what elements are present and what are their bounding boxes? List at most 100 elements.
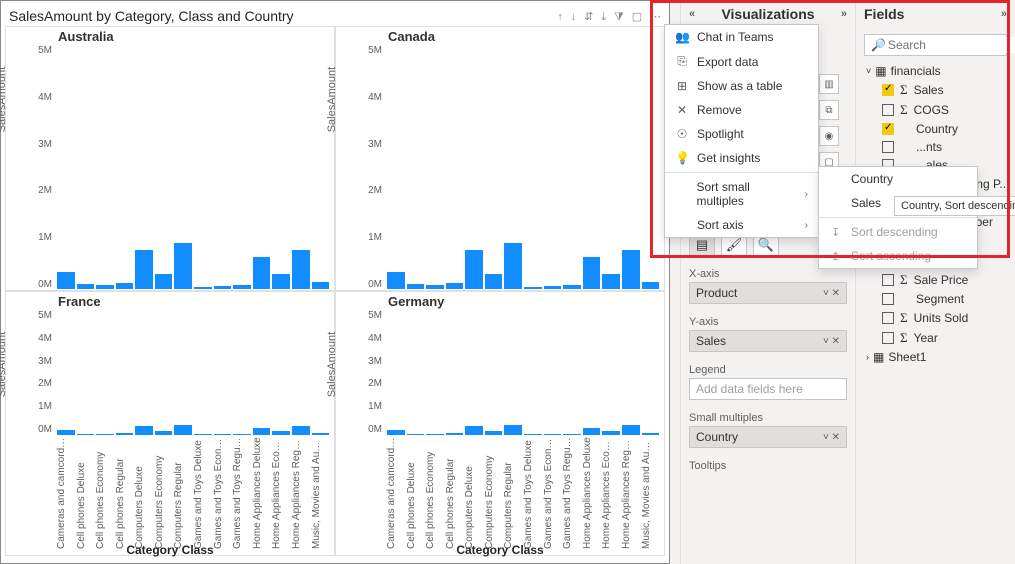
- field-checkbox[interactable]: [882, 332, 894, 344]
- bar[interactable]: [214, 434, 232, 435]
- bar[interactable]: [544, 286, 562, 289]
- bar[interactable]: [622, 250, 640, 289]
- bar[interactable]: [135, 250, 153, 289]
- search-input[interactable]: [886, 37, 1015, 53]
- collapse-icon[interactable]: «: [689, 8, 695, 20]
- field-checkbox[interactable]: [882, 123, 894, 135]
- legend-well[interactable]: Add data fields here: [689, 378, 847, 400]
- field-checkbox[interactable]: [882, 104, 894, 116]
- ctx-show-table[interactable]: ⊞Show as a table: [665, 74, 818, 98]
- bar[interactable]: [77, 284, 95, 289]
- fields-search[interactable]: 🔎: [864, 34, 1007, 56]
- field-checkbox[interactable]: [882, 293, 894, 305]
- more-icon[interactable]: ⋯: [650, 11, 661, 23]
- sort-ascending[interactable]: ↥Sort ascending: [819, 244, 977, 268]
- ctx-get-insights[interactable]: 💡Get insights: [665, 146, 818, 170]
- ctx-sort-small-multiples[interactable]: Sort small multiples›: [665, 175, 818, 213]
- bar[interactable]: [387, 430, 405, 435]
- ctx-export-data[interactable]: ⎘Export data: [665, 49, 818, 74]
- sort-descending[interactable]: ↧Sort descending: [819, 220, 977, 244]
- bar[interactable]: [233, 434, 251, 435]
- bar[interactable]: [465, 426, 483, 435]
- field-sale-price[interactable]: ΣSale Price: [860, 270, 1011, 290]
- drilldown-icon[interactable]: ↓: [571, 11, 577, 23]
- bar[interactable]: [426, 434, 444, 435]
- remove-field-icon[interactable]: ˅ ✕: [823, 288, 840, 299]
- bar[interactable]: [583, 428, 601, 436]
- yaxis-well[interactable]: Sales˅ ✕: [689, 330, 847, 352]
- bar[interactable]: [312, 282, 330, 289]
- bar[interactable]: [642, 282, 660, 289]
- bar[interactable]: [233, 285, 251, 289]
- bar[interactable]: [407, 434, 425, 435]
- ctx-remove[interactable]: ✕Remove: [665, 98, 818, 122]
- bar[interactable]: [583, 257, 601, 289]
- bar[interactable]: [116, 283, 134, 289]
- bar[interactable]: [563, 285, 581, 289]
- bar[interactable]: [504, 425, 522, 435]
- bar[interactable]: [544, 434, 562, 435]
- bar[interactable]: [563, 434, 581, 435]
- bar[interactable]: [135, 426, 153, 435]
- ctx-sort-axis[interactable]: Sort axis›: [665, 213, 818, 237]
- sort-by-country[interactable]: Country: [819, 167, 977, 191]
- remove-field-icon[interactable]: ˅ ✕: [823, 336, 840, 347]
- bar[interactable]: [174, 425, 192, 435]
- bar[interactable]: [524, 287, 542, 289]
- field-sales[interactable]: ΣSales: [860, 80, 1011, 100]
- field-year[interactable]: ΣYear: [860, 328, 1011, 348]
- bar[interactable]: [214, 286, 232, 289]
- table-financials[interactable]: ˅▦financials: [860, 62, 1011, 80]
- bar[interactable]: [524, 434, 542, 435]
- focus-icon[interactable]: ▢: [632, 11, 642, 23]
- bar[interactable]: [642, 433, 660, 436]
- bar[interactable]: [292, 426, 310, 435]
- chart-visual[interactable]: SalesAmount by Category, Class and Count…: [0, 0, 670, 564]
- bar[interactable]: [446, 433, 464, 435]
- bar[interactable]: [253, 428, 271, 436]
- bar[interactable]: [465, 250, 483, 289]
- bar[interactable]: [446, 283, 464, 289]
- expand-icon[interactable]: »: [841, 8, 847, 20]
- bar[interactable]: [253, 257, 271, 289]
- ctx-chat-teams[interactable]: 👥Chat in Teams: [665, 25, 818, 49]
- bar[interactable]: [504, 243, 522, 289]
- bar[interactable]: [292, 250, 310, 289]
- bar[interactable]: [602, 431, 620, 435]
- expand-icon[interactable]: ⇵: [584, 11, 593, 23]
- bar[interactable]: [272, 431, 290, 435]
- bar[interactable]: [194, 287, 212, 289]
- bar[interactable]: [155, 431, 173, 435]
- bar[interactable]: [622, 425, 640, 435]
- expand-icon[interactable]: »: [1001, 8, 1007, 20]
- viz-type-icon[interactable]: ⧉: [819, 100, 839, 120]
- field-checkbox[interactable]: [882, 141, 894, 153]
- bar[interactable]: [57, 430, 75, 435]
- field-checkbox[interactable]: [882, 312, 894, 324]
- viz-type-icon[interactable]: ◉: [819, 126, 839, 146]
- field--nts[interactable]: ...nts: [860, 138, 1011, 156]
- bar[interactable]: [602, 274, 620, 289]
- bar[interactable]: [96, 434, 114, 435]
- filter-icon[interactable]: ⧩: [614, 11, 624, 23]
- drillup-icon[interactable]: ↑: [557, 11, 563, 23]
- bar[interactable]: [174, 243, 192, 289]
- bar[interactable]: [194, 434, 212, 435]
- field-checkbox[interactable]: [882, 84, 894, 96]
- bar[interactable]: [57, 272, 75, 289]
- remove-field-icon[interactable]: ˅ ✕: [823, 432, 840, 443]
- table-sheet1[interactable]: ›▦Sheet1: [860, 348, 1011, 366]
- xaxis-well[interactable]: Product˅ ✕: [689, 282, 847, 304]
- field-cogs[interactable]: ΣCOGS: [860, 100, 1011, 120]
- field-units-sold[interactable]: ΣUnits Sold: [860, 308, 1011, 328]
- bar[interactable]: [485, 431, 503, 435]
- bar[interactable]: [77, 434, 95, 435]
- next-level-icon[interactable]: ⤓: [601, 11, 606, 23]
- bar[interactable]: [485, 274, 503, 289]
- bar[interactable]: [272, 274, 290, 289]
- bar[interactable]: [116, 433, 134, 435]
- bar[interactable]: [312, 433, 330, 436]
- bar[interactable]: [96, 285, 114, 289]
- field-segment[interactable]: Segment: [860, 290, 1011, 308]
- sm-well[interactable]: Country˅ ✕: [689, 426, 847, 448]
